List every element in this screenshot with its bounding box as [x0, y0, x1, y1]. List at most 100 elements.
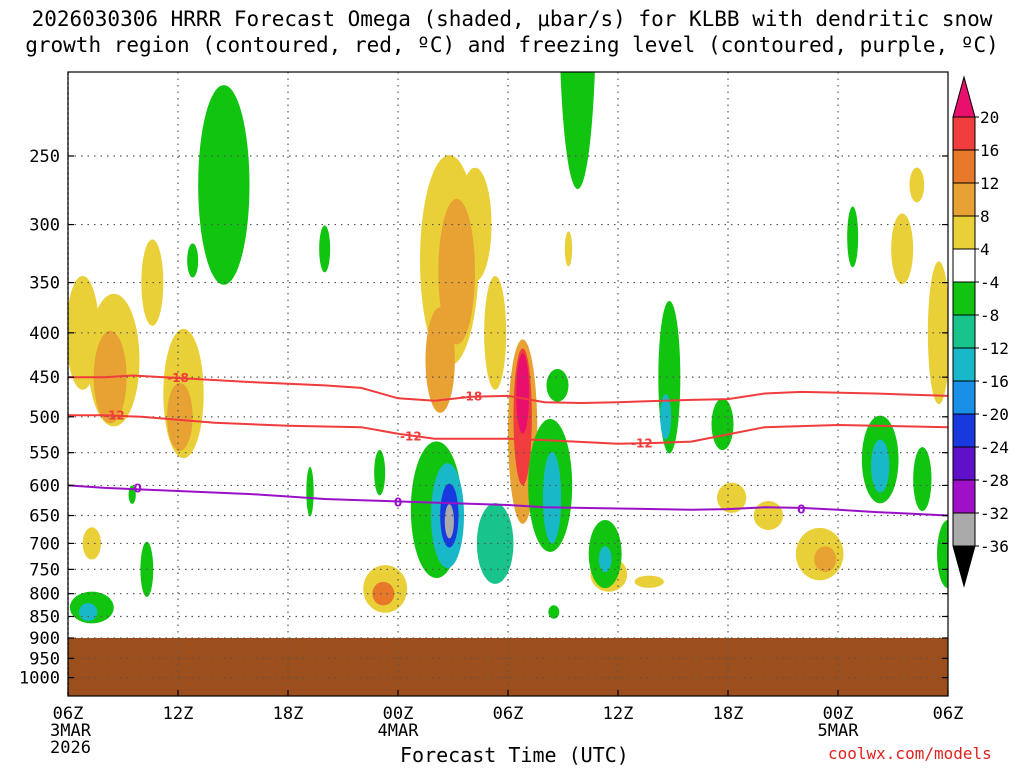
- colorbar-swatch: [952, 215, 976, 250]
- colorbar-top-arrow: [952, 75, 976, 118]
- colorbar-swatch: [952, 479, 976, 514]
- colorbar-swatch: [952, 413, 976, 448]
- colorbar-label: -20: [980, 405, 1009, 424]
- colorbar-swatch: [952, 182, 976, 217]
- y-tick-label: 500: [29, 408, 60, 428]
- y-tick-label: 700: [29, 534, 60, 554]
- contour-label: -18: [460, 390, 482, 404]
- colorbar-swatch: [952, 248, 976, 283]
- y-tick-label: 800: [29, 585, 60, 605]
- y-tick-label: 850: [29, 607, 60, 627]
- colorbar-label: 20: [980, 108, 999, 127]
- omega-cell: [937, 519, 948, 589]
- colorbar-label: -12: [980, 339, 1009, 358]
- y-tick-label: 650: [29, 507, 60, 527]
- y-tick-label: 600: [29, 476, 60, 496]
- colorbar-label: -32: [980, 504, 1009, 523]
- omega-cell: [141, 239, 164, 326]
- omega-cell: [871, 439, 890, 493]
- contour-snow-growth-minus18: [68, 374, 948, 405]
- colorbar-swatch: [952, 512, 976, 547]
- contour-freezing-level: [68, 484, 948, 517]
- omega-cell: [82, 527, 102, 560]
- y-tick-label: 350: [29, 274, 60, 294]
- omega-cell: [560, 72, 595, 190]
- y-tick-label: 250: [29, 147, 60, 167]
- omega-cell: [306, 466, 314, 517]
- contour-label: 0: [797, 503, 805, 517]
- omega-cell: [847, 206, 859, 268]
- x-tick-label: 18Z: [713, 704, 744, 724]
- contour-label: -12: [631, 437, 653, 451]
- x-tick-label: 12Z: [163, 704, 194, 724]
- x-tick-label: 12Z: [603, 704, 634, 724]
- x-tick-label: 00Z: [823, 704, 854, 724]
- omega-cell: [564, 231, 573, 267]
- y-tick-label: 1000: [19, 669, 60, 689]
- x-date-label: 3MAR: [50, 721, 92, 741]
- y-tick-label: 300: [29, 216, 60, 236]
- omega-cell: [598, 546, 612, 573]
- omega-cell: [417, 0, 426, 40]
- y-tick-label: 900: [29, 629, 60, 649]
- colorbar-swatch: [952, 149, 976, 184]
- x-tick-label: 00Z: [383, 704, 414, 724]
- omega-cell: [634, 575, 664, 588]
- omega-cell: [79, 603, 98, 621]
- colorbar-label: -8: [980, 306, 999, 325]
- contour-label: -18: [167, 371, 189, 385]
- colorbar-label: 4: [980, 240, 990, 259]
- y-tick-label: 950: [29, 649, 60, 669]
- colorbar-label: 12: [980, 174, 999, 193]
- x-date-label: 2026: [50, 738, 91, 758]
- omega-cell: [198, 85, 250, 285]
- colorbar-label: -24: [980, 438, 1009, 457]
- omega-cell: [476, 502, 514, 584]
- contour-label: -12: [103, 408, 125, 422]
- colorbar-label: -36: [980, 537, 1009, 556]
- x-tick-label: 06Z: [493, 704, 524, 724]
- omega-cell: [516, 353, 530, 434]
- omega-cell: [546, 369, 569, 402]
- colorbar-swatch: [952, 380, 976, 415]
- omega-cell: [484, 275, 507, 390]
- x-tick-label: 06Z: [933, 704, 964, 724]
- omega-cell: [927, 261, 948, 405]
- below-ground-region: [68, 637, 948, 696]
- colorbar-swatch: [952, 281, 976, 316]
- omega-cell: [187, 243, 199, 278]
- colorbar-label: -28: [980, 471, 1009, 490]
- contour-snow-growth-minus12: [68, 414, 948, 445]
- omega-cell: [372, 581, 395, 606]
- y-tick-label: 400: [29, 324, 60, 344]
- omega-cell: [814, 546, 837, 573]
- colorbar-swatch: [952, 446, 976, 481]
- title-line-2: growth region (contoured, red, ºC) and f…: [25, 33, 999, 57]
- colorbar-label: -16: [980, 372, 1009, 391]
- x-axis-title: Forecast Time (UTC): [400, 743, 629, 767]
- colorbar-swatch: [952, 347, 976, 382]
- contour-label: 0: [394, 496, 402, 510]
- omega-cell: [913, 447, 932, 512]
- x-tick-label: 06Z: [53, 704, 84, 724]
- omega-cell: [711, 398, 734, 451]
- contour-label: 0: [133, 482, 141, 496]
- source-credit: coolwx.com/models: [828, 744, 992, 763]
- y-axis: 2503003504004505005506006507007508008509…: [19, 147, 948, 689]
- colorbar-bottom-arrow: [952, 545, 976, 588]
- omega-cell: [542, 452, 562, 544]
- colorbar-label: 16: [980, 141, 999, 160]
- omega-cell: [548, 605, 560, 619]
- omega-cell: [374, 449, 386, 496]
- omega-cell: [444, 504, 454, 539]
- colorbar-label: 8: [980, 207, 990, 226]
- omega-cell: [891, 213, 914, 285]
- omega-cell: [660, 394, 672, 440]
- y-tick-label: 450: [29, 368, 60, 388]
- x-date-label: 5MAR: [818, 721, 860, 741]
- temperature-contours: -18 -12 -18 -12 -12 0 0 0: [68, 371, 948, 517]
- y-tick-label: 750: [29, 560, 60, 580]
- omega-cell: [717, 482, 747, 513]
